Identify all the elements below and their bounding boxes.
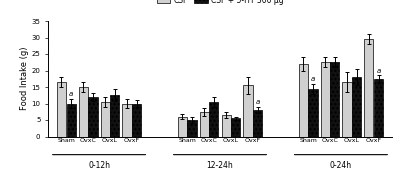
Text: a: a bbox=[376, 68, 381, 74]
Bar bbox=[243, 85, 252, 136]
Text: 0-24h: 0-24h bbox=[330, 161, 352, 170]
Bar bbox=[110, 95, 120, 136]
Bar bbox=[178, 117, 187, 136]
Bar bbox=[364, 39, 374, 136]
Bar bbox=[57, 82, 66, 136]
Bar bbox=[122, 103, 132, 136]
Bar bbox=[132, 103, 141, 136]
Text: a: a bbox=[256, 99, 260, 105]
Bar bbox=[222, 115, 231, 136]
Bar bbox=[320, 62, 330, 136]
Bar bbox=[188, 120, 197, 136]
Bar bbox=[253, 110, 262, 136]
Text: 12-24h: 12-24h bbox=[207, 161, 233, 170]
Legend: CSF, CSF + 5-HT 300 μg: CSF, CSF + 5-HT 300 μg bbox=[154, 0, 286, 8]
Text: a: a bbox=[311, 76, 315, 82]
Bar bbox=[352, 77, 361, 136]
Bar bbox=[231, 118, 240, 136]
Bar bbox=[342, 82, 352, 136]
Bar bbox=[299, 64, 308, 136]
Text: a: a bbox=[69, 91, 73, 97]
Bar bbox=[374, 79, 383, 136]
Bar bbox=[79, 87, 88, 136]
Bar bbox=[330, 62, 340, 136]
Bar bbox=[209, 102, 218, 136]
Bar bbox=[100, 102, 110, 136]
Bar bbox=[66, 103, 76, 136]
Bar bbox=[200, 112, 209, 136]
Y-axis label: Food Intake (g): Food Intake (g) bbox=[20, 47, 28, 110]
Bar bbox=[88, 97, 98, 136]
Bar bbox=[308, 89, 318, 136]
Text: 0-12h: 0-12h bbox=[88, 161, 110, 170]
